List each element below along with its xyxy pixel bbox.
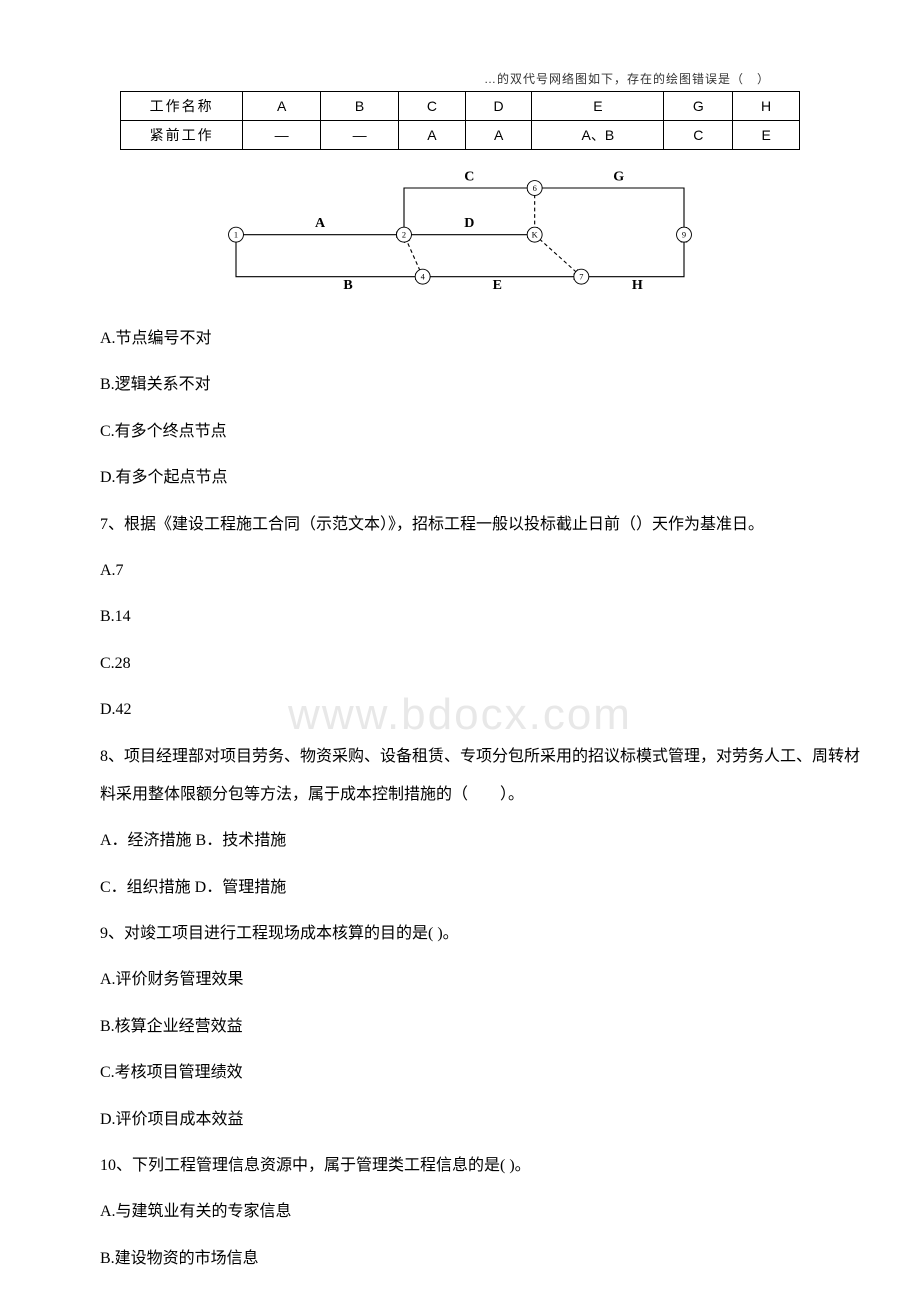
- table-cell: C: [664, 121, 733, 150]
- svg-text:D: D: [464, 216, 474, 231]
- q10-option-a: A.与建筑业有关的专家信息: [60, 1193, 860, 1231]
- table-cell: D: [465, 92, 532, 121]
- q8-option-ab: A．经济措施 B．技术措施: [60, 822, 860, 860]
- row-label: 紧前工作: [121, 121, 243, 150]
- svg-text:E: E: [493, 278, 502, 293]
- q6-option-b: B.逻辑关系不对: [60, 366, 860, 404]
- table-cell: A: [465, 121, 532, 150]
- svg-text:7: 7: [579, 272, 583, 281]
- q10-option-b: B.建设物资的市场信息: [60, 1240, 860, 1278]
- q7-option-b: B.14: [60, 598, 860, 636]
- svg-text:B: B: [343, 278, 352, 293]
- table-cell: E: [733, 121, 800, 150]
- q8-option-cd: C．组织措施 D．管理措施: [60, 869, 860, 907]
- diagram-svg: ABCDEGH1246K79: [120, 160, 800, 300]
- table-cell: —: [321, 121, 399, 150]
- q9-option-b: B.核算企业经营效益: [60, 1008, 860, 1046]
- svg-text:H: H: [632, 278, 643, 293]
- q9-option-c: C.考核项目管理绩效: [60, 1054, 860, 1092]
- table-row: 紧前工作 — — A A A、B C E: [121, 121, 800, 150]
- row-label: 工作名称: [121, 92, 243, 121]
- table-cell: B: [321, 92, 399, 121]
- svg-text:A: A: [315, 216, 326, 231]
- q9-stem: 9、对竣工项目进行工程现场成本核算的目的是( )。: [100, 915, 860, 953]
- q6-option-d: D.有多个起点节点: [60, 459, 860, 497]
- q8-stem: 8、项目经理部对项目劳务、物资采购、设备租赁、专项分包所采用的招议标模式管理，对…: [100, 738, 860, 815]
- table-cell: G: [664, 92, 733, 121]
- q9-option-a: A.评价财务管理效果: [60, 961, 860, 999]
- q7-stem: 7、根据《建设工程施工合同（示范文本）》，招标工程一般以投标截止日前（）天作为基…: [100, 506, 860, 544]
- table-cell: E: [532, 92, 664, 121]
- precedence-table: 工作名称 A B C D E G H 紧前工作 — — A A A、B C E: [120, 91, 800, 150]
- table-cell: A、B: [532, 121, 664, 150]
- question6-figure: …的双代号网络图如下，存在的绘图错误是（ ） 工作名称 A B C D E G …: [120, 70, 800, 300]
- q7-option-c: C.28: [60, 645, 860, 683]
- svg-text:C: C: [464, 170, 474, 185]
- table-cell: A: [243, 92, 321, 121]
- figure-caption: …的双代号网络图如下，存在的绘图错误是（ ）: [120, 70, 800, 87]
- table-cell: A: [399, 121, 466, 150]
- table-cell: C: [399, 92, 466, 121]
- q6-option-c: C.有多个终点节点: [60, 413, 860, 451]
- q10-stem: 10、下列工程管理信息资源中，属于管理类工程信息的是( )。: [100, 1147, 860, 1185]
- table-cell: H: [733, 92, 800, 121]
- svg-text:6: 6: [533, 184, 537, 193]
- table-row: 工作名称 A B C D E G H: [121, 92, 800, 121]
- table-cell: —: [243, 121, 321, 150]
- svg-text:1: 1: [234, 230, 238, 239]
- q7-option-d: D.42: [60, 691, 860, 729]
- q9-option-d: D.评价项目成本效益: [60, 1101, 860, 1139]
- svg-text:2: 2: [402, 230, 406, 239]
- network-diagram: ABCDEGH1246K79: [120, 160, 800, 300]
- q6-option-a: A.节点编号不对: [60, 320, 860, 358]
- svg-text:9: 9: [682, 230, 686, 239]
- svg-text:G: G: [613, 170, 624, 185]
- svg-text:K: K: [532, 230, 538, 239]
- q7-option-a: A.7: [60, 552, 860, 590]
